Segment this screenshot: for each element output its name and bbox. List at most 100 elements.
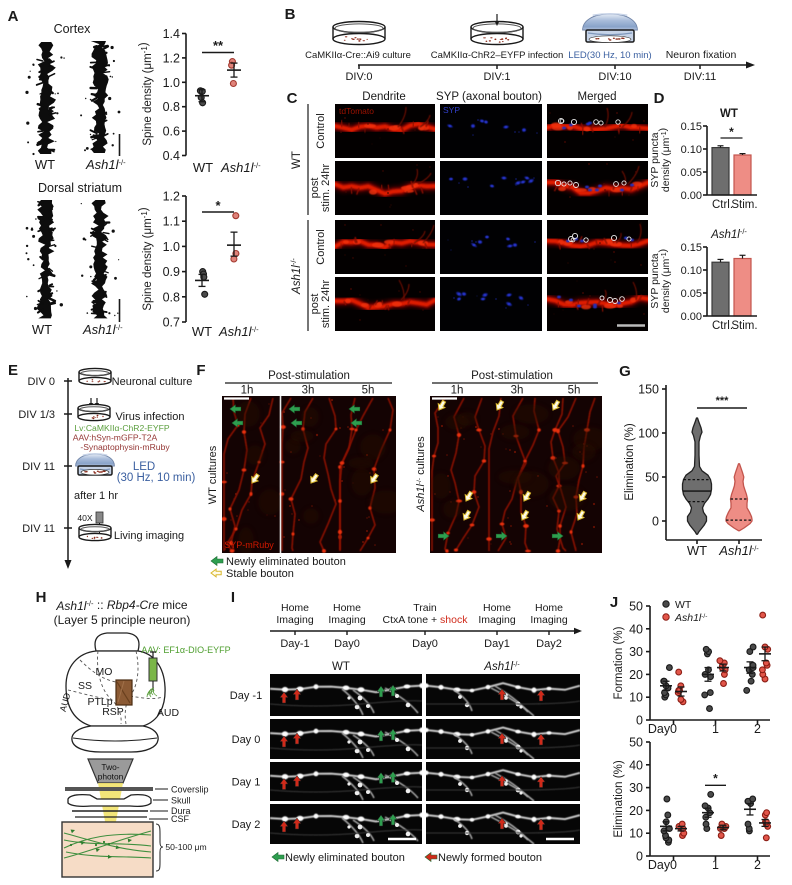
svg-text:10: 10 — [629, 691, 643, 705]
svg-text:(Layer 5 principle neuron): (Layer 5 principle neuron) — [54, 613, 191, 627]
svg-text:CSF: CSF — [171, 814, 190, 824]
svg-text:Home: Home — [281, 602, 309, 614]
svg-text:Formation (%): Formation (%) — [613, 626, 625, 699]
svg-text:SYP-mRuby: SYP-mRuby — [224, 540, 274, 550]
svg-text:WT: WT — [720, 108, 738, 120]
svg-text:WT: WT — [291, 151, 303, 169]
svg-text:Day-1: Day-1 — [280, 638, 309, 650]
svg-text:SS: SS — [78, 680, 92, 692]
svg-text:1h: 1h — [241, 385, 254, 397]
svg-text:2: 2 — [754, 722, 761, 736]
svg-text:B: B — [285, 6, 296, 23]
svg-text:A: A — [8, 8, 19, 25]
svg-text:*: * — [215, 198, 221, 213]
svg-text:Train: Train — [413, 602, 437, 614]
svg-text:1: 1 — [712, 858, 719, 872]
svg-text:Virus infection: Virus infection — [116, 411, 185, 423]
svg-text:AUD: AUD — [58, 691, 73, 712]
svg-text:Control: Control — [315, 113, 327, 148]
svg-text:J: J — [610, 594, 618, 611]
svg-text:Ash1l-/-: Ash1l-/- — [289, 258, 303, 295]
svg-text:Ash1l-/-: Ash1l-/- — [82, 322, 123, 337]
svg-text:LED: LED — [133, 461, 155, 473]
svg-text:DIV 0: DIV 0 — [27, 376, 55, 388]
svg-text:50: 50 — [645, 471, 659, 485]
svg-text:0.05: 0.05 — [681, 167, 702, 179]
svg-text:1.0: 1.0 — [163, 240, 180, 254]
svg-text:Neuron fixation: Neuron fixation — [666, 49, 737, 61]
svg-text:AAV:hSyn-mGFP-T2A: AAV:hSyn-mGFP-T2A — [73, 433, 158, 443]
svg-text:density (μm-1): density (μm-1) — [657, 249, 672, 313]
svg-text:0.10: 0.10 — [681, 265, 702, 277]
svg-text:-Synaptophysin-mRuby: -Synaptophysin-mRuby — [80, 442, 170, 452]
svg-text:WT: WT — [32, 322, 52, 337]
svg-text:0.15: 0.15 — [681, 121, 702, 133]
svg-text:Imaging: Imaging — [276, 614, 314, 626]
svg-text:0.10: 0.10 — [681, 144, 702, 156]
svg-text:5h: 5h — [568, 385, 581, 397]
svg-text:**: ** — [213, 38, 224, 53]
svg-text:Day: Day — [648, 722, 671, 736]
svg-text:0.00: 0.00 — [681, 190, 702, 202]
svg-text:Ash1l-/-: Ash1l-/- — [718, 543, 759, 558]
svg-text:0.8: 0.8 — [163, 100, 180, 114]
svg-text:DIV:1: DIV:1 — [483, 71, 510, 83]
svg-text:CtxA tone + shock: CtxA tone + shock — [383, 614, 469, 626]
svg-text:CaMKIIα-ChR2–EYFP infection: CaMKIIα-ChR2–EYFP infection — [431, 50, 564, 61]
svg-text:3h: 3h — [511, 385, 524, 397]
svg-text:0.9: 0.9 — [163, 265, 180, 279]
svg-text:0.05: 0.05 — [681, 288, 702, 300]
svg-text:Imaging: Imaging — [530, 614, 568, 626]
svg-text:40X: 40X — [77, 513, 93, 523]
svg-text:I: I — [231, 589, 235, 606]
svg-text:after 1 hr: after 1 hr — [74, 490, 118, 502]
svg-text:Stim.: Stim. — [731, 199, 757, 211]
svg-text:Dorsal striatum: Dorsal striatum — [38, 181, 122, 195]
svg-text:Ash1l-/-: Ash1l-/- — [220, 160, 261, 175]
svg-text:Imaging: Imaging — [328, 614, 366, 626]
svg-text:3h: 3h — [302, 385, 315, 397]
svg-text:Newly eliminated bouton: Newly eliminated bouton — [226, 556, 346, 568]
svg-text:DIV:11: DIV:11 — [684, 71, 716, 83]
svg-text:(30 Hz, 10 min): (30 Hz, 10 min) — [117, 472, 196, 484]
svg-text:WT: WT — [35, 157, 55, 172]
svg-text:0.8: 0.8 — [163, 290, 180, 304]
svg-text:50: 50 — [629, 736, 643, 750]
svg-text:0.15: 0.15 — [681, 242, 702, 254]
svg-text:LED(30 Hz, 10 min): LED(30 Hz, 10 min) — [568, 50, 651, 61]
svg-text:tdTomato: tdTomato — [339, 106, 374, 116]
svg-text:0: 0 — [670, 858, 677, 872]
svg-text:density (μm-1): density (μm-1) — [657, 128, 672, 192]
svg-text:Day 0: Day 0 — [232, 734, 261, 746]
svg-text:AUD: AUD — [157, 707, 180, 719]
svg-text:Ash1l-/- :: Rbp4-Cre mice: Ash1l-/- :: Rbp4-Cre mice — [55, 598, 187, 613]
svg-text:WT cultures: WT cultures — [207, 445, 219, 504]
svg-text:DIV 11: DIV 11 — [22, 461, 55, 473]
svg-text:Day -1: Day -1 — [230, 690, 262, 702]
svg-text:WT: WT — [675, 599, 692, 611]
svg-text:Ash1l-/- cultures: Ash1l-/- cultures — [415, 436, 427, 513]
svg-text:Two-: Two- — [101, 762, 119, 772]
svg-text:Ash1l-/-: Ash1l-/- — [710, 227, 747, 241]
svg-text:Ctrl.: Ctrl. — [712, 320, 733, 332]
svg-text:1.2: 1.2 — [163, 190, 180, 204]
svg-text:D: D — [654, 90, 665, 107]
svg-text:Day 1: Day 1 — [232, 777, 261, 789]
svg-text:0: 0 — [652, 515, 659, 529]
svg-text:WT: WT — [192, 324, 212, 339]
svg-text:Newly eliminated bouton: Newly eliminated bouton — [285, 852, 405, 864]
svg-text:50-100 μm: 50-100 μm — [165, 842, 206, 852]
svg-text:MO: MO — [96, 666, 113, 678]
svg-text:C: C — [287, 90, 298, 107]
svg-text:Ash1l-/-: Ash1l-/- — [85, 157, 126, 172]
svg-text:Newly formed bouton: Newly formed bouton — [438, 852, 542, 864]
svg-text:Day: Day — [648, 858, 671, 872]
svg-text:Day2: Day2 — [536, 638, 562, 650]
svg-text:5h: 5h — [362, 385, 375, 397]
svg-text:Home: Home — [535, 602, 563, 614]
svg-text:0.6: 0.6 — [163, 125, 180, 139]
svg-text:40: 40 — [629, 622, 643, 636]
svg-text:Elimination (%): Elimination (%) — [624, 423, 636, 500]
svg-text:Day1: Day1 — [484, 638, 510, 650]
svg-text:Home: Home — [483, 602, 511, 614]
